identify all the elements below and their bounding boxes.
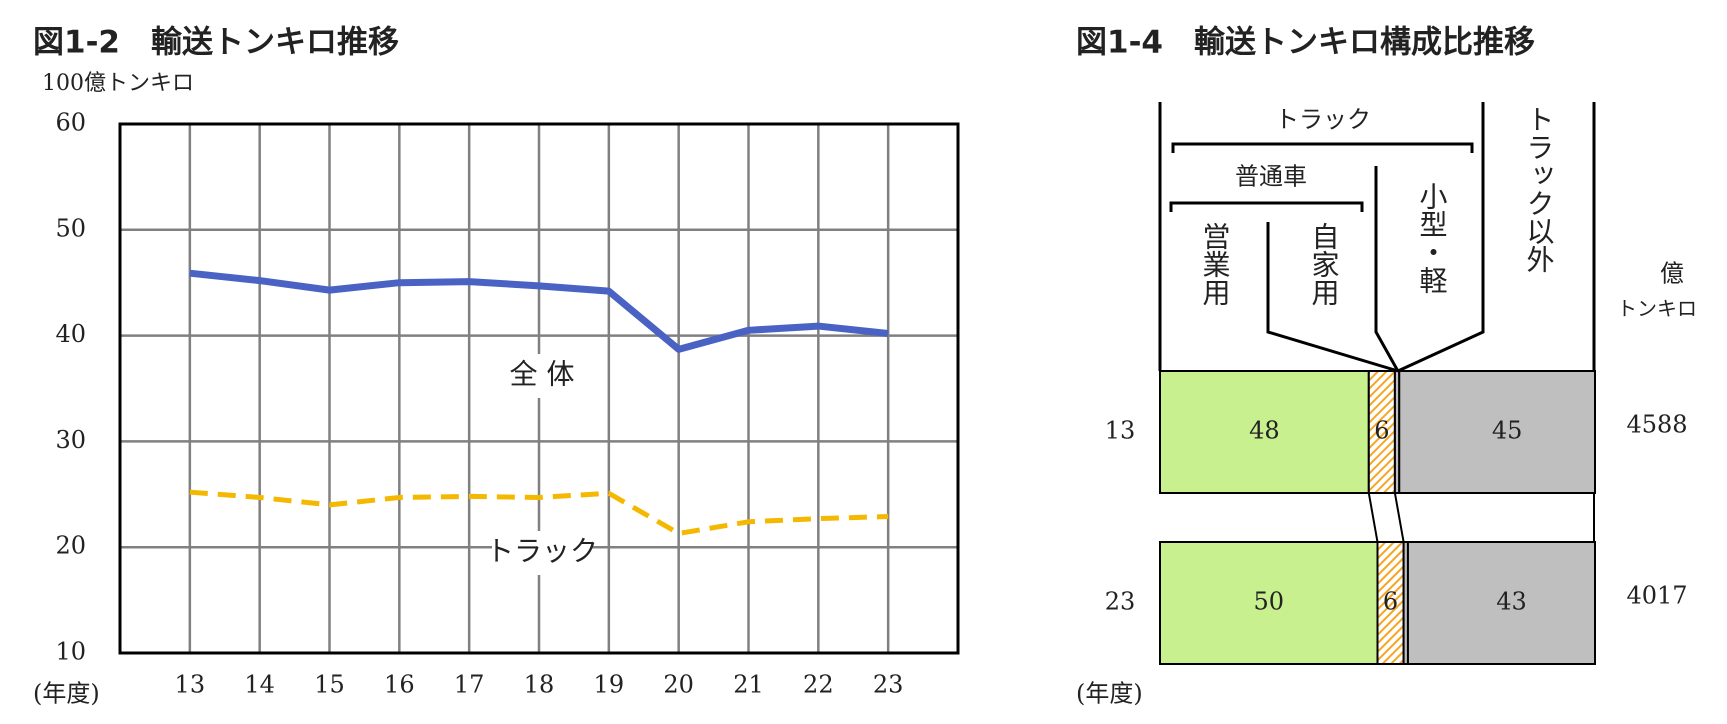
x-tick-label: 18: [524, 671, 555, 699]
data-label: 48: [1249, 417, 1280, 445]
series-label: トラック: [486, 535, 598, 568]
header-line: [1266, 102, 1485, 373]
y-tick-label: 30: [55, 426, 86, 454]
data-label: 6: [1383, 588, 1398, 616]
label-bg: [492, 531, 592, 575]
x-tick-label: 15: [314, 671, 345, 699]
chart-title: 図1-2 輸送トンキロ推移: [33, 25, 399, 61]
series-label: 小型・軽: [1416, 182, 1449, 294]
connector: [1393, 492, 1405, 543]
y-tick-label: 23: [1105, 588, 1136, 616]
y-tick-label: 20: [55, 532, 86, 560]
header-frame: [1158, 102, 1596, 371]
label-bg: [492, 354, 592, 398]
series-label: 営業用: [1199, 222, 1232, 306]
x-tick-label: 14: [244, 671, 275, 699]
x-axis-label: (年度): [33, 680, 100, 708]
y-tick-label: 10: [55, 638, 86, 666]
x-tick-label: 19: [594, 671, 625, 699]
x-tick-label: 20: [663, 671, 694, 699]
group-label: 普通車: [1235, 163, 1307, 191]
total-unit: 億: [1660, 260, 1684, 288]
total-label: 4588: [1626, 411, 1687, 439]
series-label: トラック以外: [1523, 105, 1556, 273]
x-tick-label: 23: [873, 671, 904, 699]
chart-title: 図1-4 輸送トンキロ構成比推移: [1076, 25, 1535, 61]
y-axis-label: 100億トンキロ: [42, 71, 194, 96]
y-tick-label: 60: [55, 109, 86, 137]
x-axis-label: (年度): [1076, 680, 1143, 708]
bar-segment: [1159, 370, 1370, 494]
series-line: [189, 489, 889, 536]
plot-frame: [118, 122, 960, 655]
data-label: 50: [1253, 588, 1284, 616]
bar-segment: [1376, 541, 1405, 665]
series-label: 全 体: [510, 358, 575, 391]
x-tick-label: 21: [733, 671, 764, 699]
data-label: 6: [1374, 417, 1389, 445]
y-tick-label: 40: [55, 320, 86, 348]
data-label: 43: [1496, 588, 1527, 616]
y-tick-label: 13: [1105, 417, 1136, 445]
series-line: [189, 269, 889, 353]
x-tick-label: 17: [454, 671, 485, 699]
total-label: 4017: [1626, 582, 1687, 610]
group-label: トラック: [1275, 106, 1371, 134]
bar-segment: [1159, 541, 1379, 665]
series-label: 自家用: [1308, 222, 1341, 306]
x-tick-label: 13: [175, 671, 206, 699]
bar-segment: [1367, 370, 1396, 494]
x-tick-label: 22: [803, 671, 834, 699]
connector: [1367, 492, 1379, 543]
bar-segment: [1398, 370, 1596, 494]
total-unit: トンキロ: [1617, 297, 1697, 321]
x-tick-label: 16: [384, 671, 415, 699]
bar-segment: [1406, 541, 1596, 665]
data-label: 45: [1492, 417, 1523, 445]
y-tick-label: 50: [55, 214, 86, 242]
